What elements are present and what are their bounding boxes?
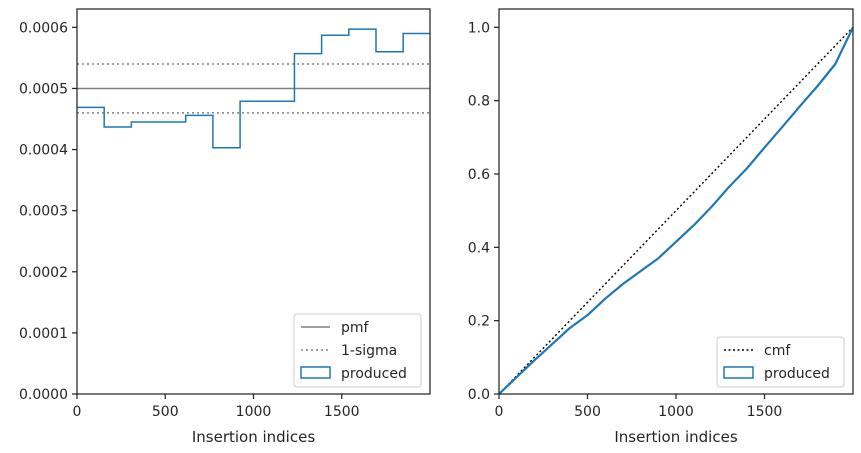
legend-label: produced [341,366,407,382]
left-y-axis-ticks: 0.0000 0.0001 0.0002 0.0003 0.0004 0.0005 0.00… [19,20,77,403]
left-y-tick-label: 0.0001 [19,326,68,342]
left-x-axis-label: Insertion indices [192,428,315,446]
right-y-tick-label: 0.0 [468,387,490,403]
right-x-tick-label: 500 [574,404,601,420]
legend-box [293,313,422,388]
left-legend: pmf 1-sigma produced [293,313,422,388]
legend-label: 1-sigma [341,343,397,359]
legend-produced-swatch [300,366,331,379]
left-chart-panel: 0.0000 0.0001 0.0002 0.0003 0.0004 0.0005 0.00… [19,8,431,446]
produced-cdf-line [498,26,854,395]
left-x-tick-label: 500 [152,404,179,420]
left-x-axis-ticks: 0 500 1000 1500 [73,394,360,420]
left-y-tick-label: 0.0004 [19,143,68,159]
left-x-tick-label: 0 [73,404,82,420]
legend-produced-swatch [723,366,754,379]
legend-label: produced [764,366,830,382]
left-y-tick-label: 0.0002 [19,265,68,281]
left-x-tick-label: 1500 [324,404,360,420]
right-y-tick-label: 0.6 [468,167,490,183]
right-plot-frame [498,8,854,395]
right-y-tick-label: 1.0 [468,20,490,36]
right-y-tick-label: 0.2 [468,314,490,330]
right-y-tick-label: 0.4 [468,240,490,256]
left-x-tick-label: 1000 [236,404,272,420]
right-x-tick-label: 1500 [747,404,783,420]
left-plot-frame [76,8,431,395]
left-y-tick-label: 0.0006 [19,20,68,36]
left-plot-marks [77,28,430,149]
right-legend: cmf produced [716,336,845,388]
right-y-tick-label: 0.8 [468,94,490,110]
right-x-axis-label: Insertion indices [614,428,737,446]
cmf-line [498,26,854,395]
right-x-axis-ticks: 0 500 1000 1500 [495,394,783,420]
right-plot-marks [498,26,854,395]
right-x-tick-label: 0 [495,404,504,420]
legend-box [716,336,845,388]
right-y-axis-ticks: 0.0 0.2 0.4 0.6 0.8 1.0 [468,20,499,403]
left-y-tick-label: 0.0003 [19,204,68,220]
legend-label: pmf [341,320,370,336]
right-chart-panel: 0.0 0.2 0.4 0.6 0.8 1.0 0 500 1000 1500 Insertio… [468,8,854,446]
produced-step-line [77,28,430,149]
right-x-tick-label: 1000 [658,404,694,420]
left-y-tick-label: 0.0005 [19,81,68,97]
left-y-tick-label: 0.0000 [19,387,68,403]
legend-label: cmf [764,343,791,359]
